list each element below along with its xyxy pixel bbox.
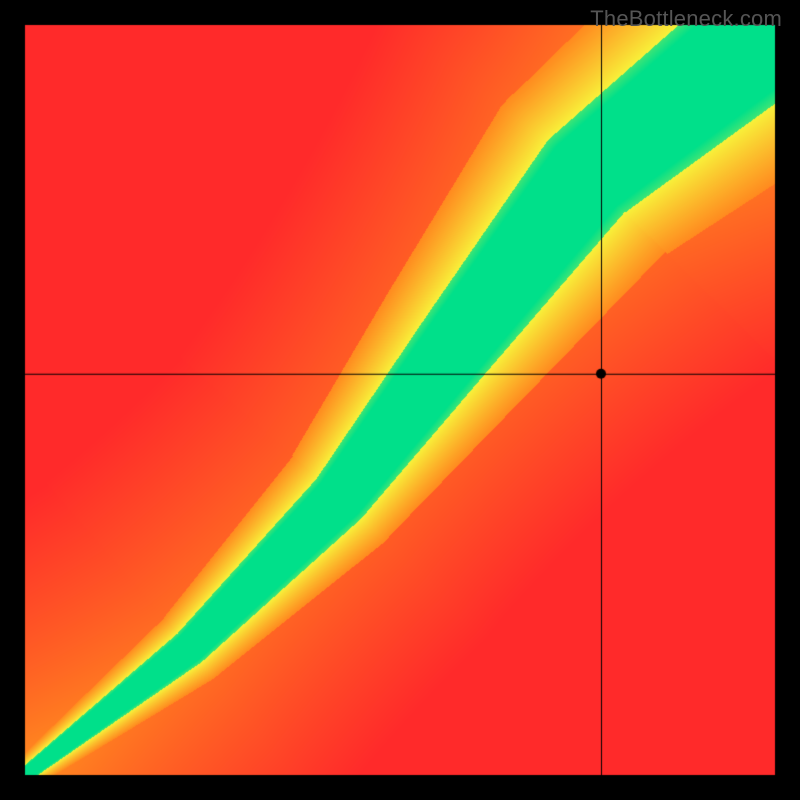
watermark-text: TheBottleneck.com	[590, 6, 782, 32]
chart-container: TheBottleneck.com	[0, 0, 800, 800]
bottleneck-heatmap-canvas	[0, 0, 800, 800]
